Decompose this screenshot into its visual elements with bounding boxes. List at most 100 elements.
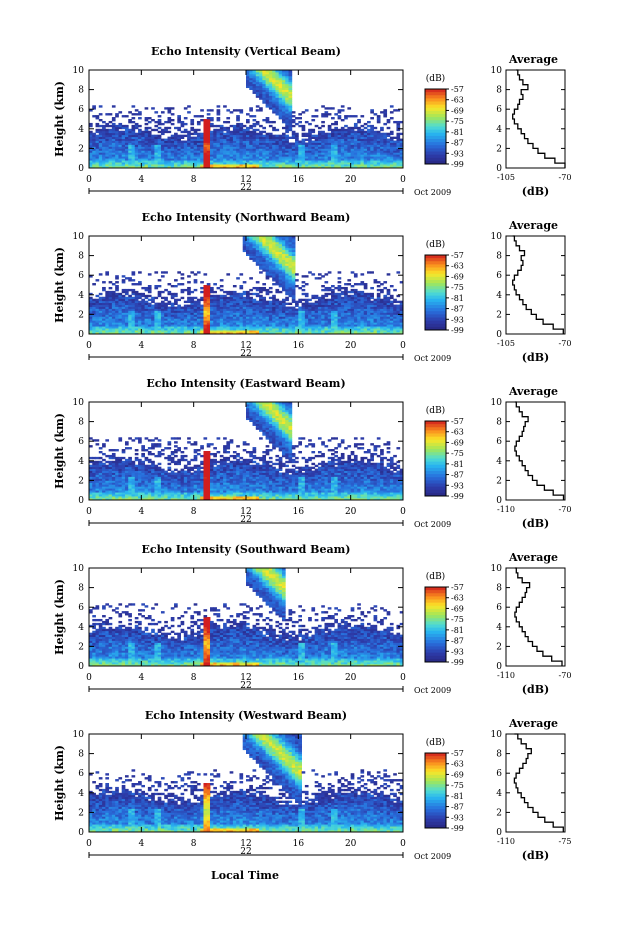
heatmap-cell xyxy=(206,158,211,161)
heatmap-cell xyxy=(327,306,332,309)
heatmap-cell xyxy=(249,310,253,313)
heatmap-cell xyxy=(160,164,165,167)
heatmap-cell xyxy=(141,320,145,323)
heatmap-cell xyxy=(360,134,365,138)
heatmap-cell xyxy=(285,281,289,284)
heatmap-cell xyxy=(160,314,165,317)
heatmap-cell xyxy=(295,132,299,136)
heatmap-cell xyxy=(383,138,388,141)
heatmap-cell xyxy=(255,87,260,90)
heatmap-cell xyxy=(164,140,168,143)
heatmap-cell xyxy=(154,140,159,143)
heatmap-cell xyxy=(239,320,244,323)
heatmap-cell xyxy=(154,156,159,159)
heatmap-cell xyxy=(350,115,355,118)
heatmap-cell xyxy=(128,300,132,304)
heatmap-cell xyxy=(252,89,257,92)
heatmap-cell xyxy=(203,130,208,134)
heatmap-cell xyxy=(239,130,244,134)
heatmap-cell xyxy=(259,296,263,300)
heatmap-cell xyxy=(118,164,123,167)
heatmap-cell xyxy=(144,310,149,313)
heatmap-cell xyxy=(95,140,100,143)
heatmap-cell xyxy=(376,314,381,317)
heatmap-cell xyxy=(360,304,365,307)
heatmap-cell xyxy=(383,148,388,151)
heatmap-cell xyxy=(196,134,201,138)
heatmap-cell xyxy=(304,164,309,167)
heatmap-cell xyxy=(252,150,257,153)
heatmap-cell xyxy=(288,239,293,243)
heatmap-cell xyxy=(229,320,234,323)
heatmap-cell xyxy=(363,322,368,325)
heatmap-cell xyxy=(111,146,116,149)
heatmap-cell xyxy=(236,136,240,139)
heatmap-cell xyxy=(200,134,204,138)
heatmap-cell xyxy=(380,312,384,315)
heatmap-cell xyxy=(206,154,211,157)
heatmap-cell xyxy=(115,277,119,280)
heatmap-cell xyxy=(285,128,289,132)
heatmap-cell xyxy=(111,322,116,325)
colorbar-segment xyxy=(425,317,446,322)
heatmap-cell xyxy=(268,300,273,304)
heatmap-cell xyxy=(115,152,119,155)
heatmap-cell xyxy=(295,134,299,138)
heatmap-cell xyxy=(360,152,365,155)
heatmap-cell xyxy=(285,113,289,116)
heatmap-cell xyxy=(180,144,185,147)
heatmap-cell xyxy=(291,308,296,311)
x-tick-label: 4 xyxy=(138,175,144,185)
heatmap-cell xyxy=(295,122,299,126)
heatmap-cell xyxy=(288,99,293,102)
heatmap-cell xyxy=(226,152,231,155)
heatmap-cell xyxy=(255,128,260,132)
heatmap-cell xyxy=(259,243,263,247)
heatmap-cell xyxy=(164,316,168,319)
heatmap-cell xyxy=(105,302,110,305)
heatmap-cell xyxy=(131,138,136,141)
heatmap-cell xyxy=(367,128,371,132)
heatmap-cell xyxy=(265,255,270,258)
heatmap-cell xyxy=(206,296,211,300)
heatmap-cell xyxy=(105,130,110,134)
heatmap-cell xyxy=(95,152,100,155)
heatmap-cell xyxy=(229,290,234,294)
heatmap-cell xyxy=(210,286,214,290)
heatmap-cell xyxy=(376,330,381,333)
heatmap-cell xyxy=(268,296,273,300)
heatmap-cell xyxy=(272,302,276,305)
heatmap-cell xyxy=(223,156,227,159)
heatmap-cell xyxy=(278,95,283,98)
heatmap-cell xyxy=(141,154,145,157)
heatmap-cell xyxy=(249,152,253,155)
heatmap-cell xyxy=(324,314,329,317)
heatmap-cell xyxy=(281,87,286,90)
heatmap-cell xyxy=(157,285,162,288)
heatmap-cell xyxy=(389,332,394,335)
heatmap-cell xyxy=(337,306,342,309)
heatmap-cell xyxy=(115,318,119,321)
heatmap-cell xyxy=(229,124,234,128)
heatmap-cell xyxy=(265,239,270,243)
heatmap-cell xyxy=(340,320,345,323)
heatmap-cell xyxy=(268,166,273,169)
heatmap-cell xyxy=(275,134,280,138)
heatmap-cell xyxy=(259,247,263,251)
heatmap-cell xyxy=(236,164,240,167)
heatmap-cell xyxy=(295,148,299,151)
heatmap-cell xyxy=(141,130,145,134)
heatmap-cell xyxy=(111,134,116,138)
heatmap-cell xyxy=(268,257,273,260)
heatmap-cell xyxy=(141,152,145,155)
heatmap-cell xyxy=(288,107,293,110)
heatmap-cell xyxy=(301,164,306,167)
heatmap-cell xyxy=(281,115,286,118)
heatmap-cell xyxy=(308,156,312,159)
heatmap-cell xyxy=(206,166,211,169)
heatmap-cell xyxy=(370,316,374,319)
heatmap-cell xyxy=(249,71,253,75)
heatmap-cell xyxy=(177,138,181,141)
heatmap-cell xyxy=(363,304,368,307)
heatmap-cell xyxy=(376,162,381,165)
